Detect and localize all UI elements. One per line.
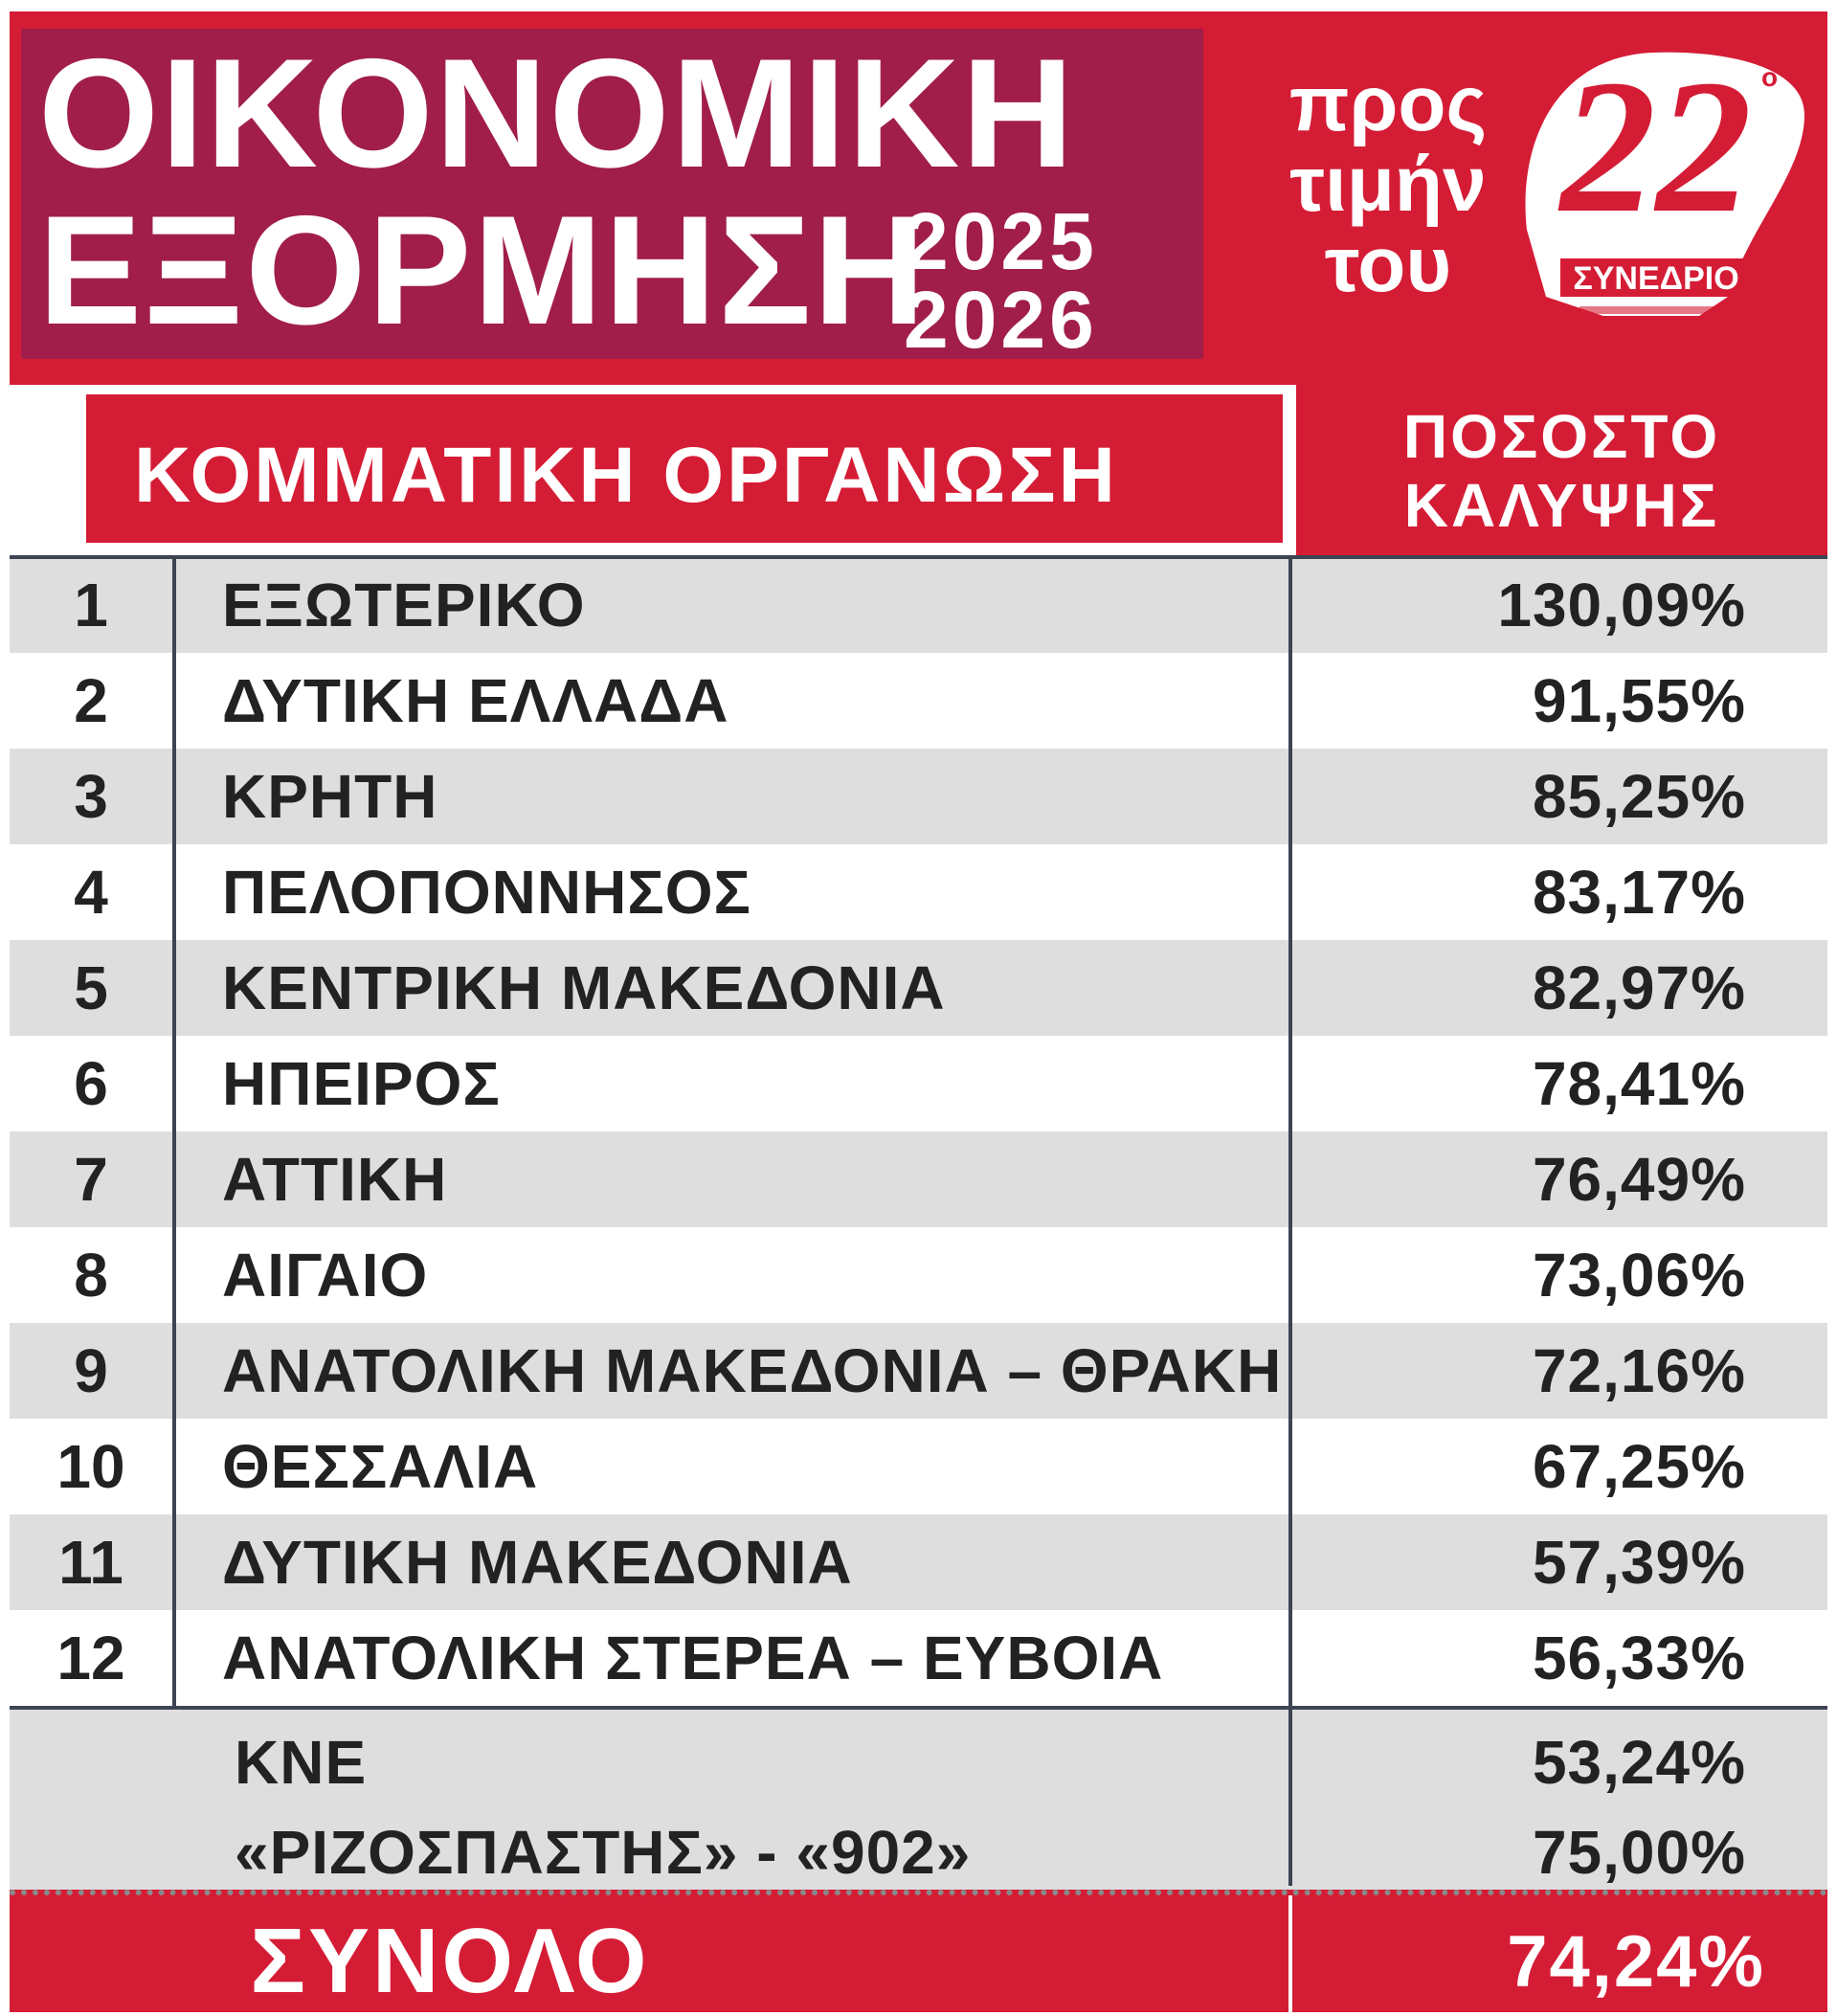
year-end: 2026 <box>904 275 1098 365</box>
coverage-label-line2: ΚΑΛΥΨΗΣ <box>1403 471 1720 540</box>
header-banner: ΟΙΚΟΝΟΜΙΚΗ ΕΞΟΡΜΗΣΗ 2025 2026 προς τιμήν… <box>10 11 1827 385</box>
row-name: ΑΤΤΙΚΗ <box>222 1145 448 1214</box>
title-box: ΟΙΚΟΝΟΜΙΚΗ ΕΞΟΡΜΗΣΗ 2025 2026 <box>21 27 1203 365</box>
tribute-line3: του <box>1324 221 1452 308</box>
row-value: 78,41% <box>1532 1049 1746 1118</box>
row-name: ΘΕΣΣΑΛΙΑ <box>222 1432 539 1501</box>
coverage-label-line1: ΠΟΣΟΣΤΟ <box>1402 402 1721 471</box>
extra-name: ΚΝΕ <box>235 1728 368 1797</box>
row-value: 67,25% <box>1532 1432 1746 1501</box>
row-name: ΔΥΤΙΚΗ ΜΑΚΕΔΟΝΙΑ <box>222 1528 853 1597</box>
total-label: ΣΥΝΟΛΟ <box>250 1910 650 2012</box>
table-body: 1 ΕΞΩΤΕΡΙΚΟ 130,09% 2 ΔΥΤΙΚΗ ΕΛΛΑΔΑ 91,5… <box>10 557 1827 1706</box>
row-value: 91,55% <box>1532 666 1746 735</box>
row-rank: 2 <box>74 666 108 735</box>
row-name: ΠΕΛΟΠΟΝΝΗΣΟΣ <box>222 858 751 927</box>
total-divider <box>1288 1895 1292 2012</box>
row-rank: 12 <box>56 1624 125 1692</box>
tribute-line1: προς <box>1288 60 1488 147</box>
row-rank: 11 <box>58 1528 123 1597</box>
table-row: 6 ΗΠΕΙΡΟΣ 78,41% <box>10 1036 1827 1131</box>
title-line1: ΟΙΚΟΝΟΜΙΚΗ <box>38 27 1076 200</box>
row-rank: 4 <box>74 858 108 927</box>
row-value: 76,49% <box>1532 1145 1746 1214</box>
extra-value: 53,24% <box>1532 1728 1746 1797</box>
logo-number: 22 <box>1557 41 1752 253</box>
logo-text: ΣΥΝΕΔΡΙΟ <box>1573 260 1738 297</box>
extra-rows: ΚΝΕ 53,24% «ΡΙΖΟΣΠΑΣΤΗΣ» - «902» 75,00% <box>10 1706 1827 1892</box>
table-row: 2 ΔΥΤΙΚΗ ΕΛΛΑΔΑ 91,55% <box>10 653 1827 749</box>
table-row: 7 ΑΤΤΙΚΗ 76,49% <box>10 1131 1827 1227</box>
row-rank: 7 <box>74 1145 108 1214</box>
coverage-column-header: ΠΟΣΟΣΤΟ ΚΑΛΥΨΗΣ <box>1296 385 1827 555</box>
row-value: 73,06% <box>1532 1241 1746 1310</box>
congress-logo-icon: 22 ο ΣΥΝΕΔΡΙΟ <box>1525 41 1804 328</box>
row-value: 57,39% <box>1532 1528 1746 1597</box>
table-row: 1 ΕΞΩΤΕΡΙΚΟ 130,09% <box>10 557 1827 653</box>
organization-column-header: ΚΟΜΜΑΤΙΚΗ ΟΡΓΑΝΩΣΗ <box>86 387 1283 543</box>
title-line2: ΕΞΟΡΜΗΣΗ <box>38 184 928 357</box>
table-row: 5 ΚΕΝΤΡΙΚΗ ΜΑΚΕΔΟΝΙΑ 82,97% <box>10 940 1827 1036</box>
table-row: 11 ΔΥΤΙΚΗ ΜΑΚΕΔΟΝΙΑ 57,39% <box>10 1514 1827 1610</box>
row-value: 83,17% <box>1532 858 1746 927</box>
row-rank: 10 <box>56 1432 125 1501</box>
row-name: ΑΝΑΤΟΛΙΚΗ ΜΑΚΕΔΟΝΙΑ – ΘΡΑΚΗ <box>222 1336 1283 1405</box>
coverage-table-graphic: ΟΙΚΟΝΟΜΙΚΗ ΕΞΟΡΜΗΣΗ 2025 2026 προς τιμήν… <box>10 11 1827 2012</box>
row-name: ΑΝΑΤΟΛΙΚΗ ΣΤΕΡΕΑ – ΕΥΒΟΙΑ <box>222 1624 1164 1692</box>
row-name: ΗΠΕΙΡΟΣ <box>222 1049 501 1118</box>
table-row: 8 ΑΙΓΑΙΟ 73,06% <box>10 1227 1827 1323</box>
row-rank: 1 <box>74 571 108 639</box>
row-rank: 3 <box>74 762 108 831</box>
organization-column-label: ΚΟΜΜΑΤΙΚΗ ΟΡΓΑΝΩΣΗ <box>134 432 1118 519</box>
row-value: 130,09% <box>1497 571 1746 639</box>
table-row: 9 ΑΝΑΤΟΛΙΚΗ ΜΑΚΕΔΟΝΙΑ – ΘΡΑΚΗ 72,16% <box>10 1323 1827 1419</box>
row-name: ΔΥΤΙΚΗ ΕΛΛΑΔΑ <box>222 666 729 735</box>
logo-sup: ο <box>1761 62 1778 92</box>
row-name: ΚΡΗΤΗ <box>222 762 438 831</box>
value-column-divider <box>1288 555 1292 1886</box>
row-rank: 9 <box>74 1336 108 1405</box>
table-row: 3 ΚΡΗΤΗ 85,25% <box>10 749 1827 844</box>
row-value: 56,33% <box>1532 1624 1746 1692</box>
row-value: 85,25% <box>1532 762 1746 831</box>
total-row: ΣΥΝΟΛΟ 74,24% <box>10 1890 1827 2012</box>
total-value: 74,24% <box>1507 1921 1765 2003</box>
row-rank: 8 <box>74 1241 108 1310</box>
tribute-text: προς τιμήν του <box>1244 64 1532 305</box>
table-row: 10 ΘΕΣΣΑΛΙΑ 67,25% <box>10 1419 1827 1514</box>
table-row: 4 ΠΕΛΟΠΟΝΝΗΣΟΣ 83,17% <box>10 844 1827 940</box>
tribute-line2: τιμήν <box>1289 141 1487 228</box>
table-row: 12 ΑΝΑΤΟΛΙΚΗ ΣΤΕΡΕΑ – ΕΥΒΟΙΑ 56,33% <box>10 1610 1827 1706</box>
row-name: ΑΙΓΑΙΟ <box>222 1241 429 1310</box>
year-start: 2025 <box>904 196 1098 286</box>
extra-name: «ΡΙΖΟΣΠΑΣΤΗΣ» - «902» <box>235 1818 972 1887</box>
row-value: 72,16% <box>1532 1336 1746 1405</box>
row-rank: 5 <box>74 953 108 1022</box>
row-value: 82,97% <box>1532 953 1746 1022</box>
rank-column-divider <box>172 555 176 1706</box>
row-rank: 6 <box>74 1049 108 1118</box>
row-name: ΚΕΝΤΡΙΚΗ ΜΑΚΕΔΟΝΙΑ <box>222 953 946 1022</box>
row-name: ΕΞΩΤΕΡΙΚΟ <box>222 571 586 639</box>
extra-value: 75,00% <box>1532 1818 1746 1887</box>
table-top-rule <box>10 555 1827 559</box>
